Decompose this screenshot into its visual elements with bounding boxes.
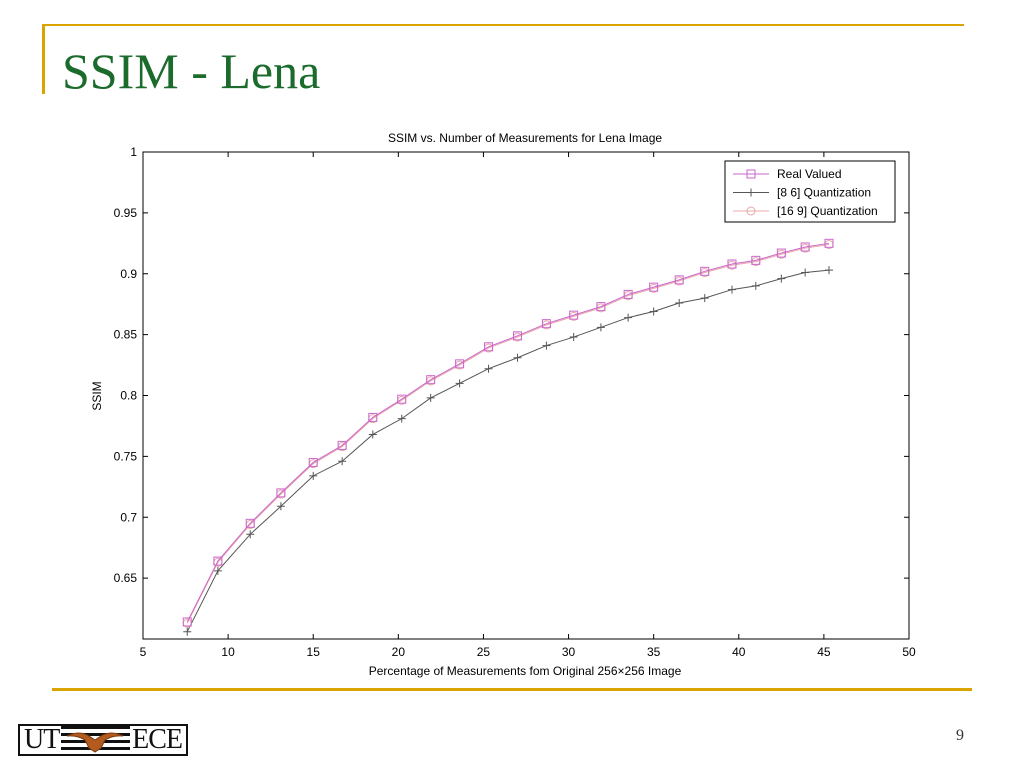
logo-ut-text: UT bbox=[24, 724, 60, 755]
data-point bbox=[484, 342, 494, 352]
data-point bbox=[596, 323, 605, 332]
data-point bbox=[308, 457, 318, 467]
y-tick-label: 0.85 bbox=[114, 328, 138, 342]
footer-accent-line bbox=[52, 688, 972, 691]
chart-title: SSIM vs. Number of Measurements for Lena… bbox=[388, 131, 662, 145]
plot-area bbox=[142, 151, 910, 640]
x-tick-label: 50 bbox=[902, 645, 916, 659]
x-tick-label: 35 bbox=[647, 645, 661, 659]
data-point bbox=[624, 313, 633, 322]
data-point bbox=[183, 627, 192, 636]
data-point bbox=[777, 274, 786, 283]
series-layer bbox=[182, 238, 834, 636]
data-point bbox=[596, 302, 606, 312]
data-point bbox=[309, 471, 318, 480]
data-point bbox=[368, 412, 378, 422]
top-accent-line bbox=[42, 24, 964, 26]
data-point bbox=[623, 289, 633, 299]
data-point bbox=[182, 617, 192, 627]
data-point bbox=[513, 353, 522, 362]
data-point bbox=[675, 298, 684, 307]
series-line bbox=[186, 269, 830, 632]
data-point bbox=[776, 248, 786, 258]
data-point bbox=[397, 394, 407, 404]
data-point bbox=[245, 518, 255, 528]
data-point bbox=[801, 268, 810, 277]
page-number: 9 bbox=[956, 727, 964, 744]
legend-marker bbox=[746, 206, 756, 216]
y-tick-label: 0.75 bbox=[114, 449, 138, 463]
legend-item: [8 6] Quantization bbox=[733, 186, 871, 200]
data-point bbox=[426, 375, 436, 385]
x-tick-label: 25 bbox=[477, 645, 491, 659]
data-point bbox=[541, 319, 551, 329]
x-tick-label: 10 bbox=[221, 645, 235, 659]
logo-ece-text: ECE bbox=[132, 724, 183, 755]
data-point bbox=[455, 359, 465, 369]
legend-box bbox=[724, 160, 896, 223]
data-point bbox=[569, 333, 578, 342]
x-axis-label: Percentage of Measurements fom Original … bbox=[369, 664, 682, 678]
data-point bbox=[542, 341, 551, 350]
data-point bbox=[426, 393, 435, 402]
legend-marker bbox=[747, 188, 755, 197]
data-point bbox=[824, 266, 833, 275]
data-point bbox=[397, 414, 406, 423]
y-tick-label: 1 bbox=[130, 145, 137, 159]
y-tick-label: 0.95 bbox=[114, 206, 138, 220]
data-point bbox=[700, 294, 709, 303]
data-point bbox=[824, 238, 834, 248]
data-point bbox=[512, 331, 522, 341]
data-point bbox=[484, 364, 493, 373]
data-point bbox=[674, 275, 684, 285]
data-point bbox=[276, 502, 285, 511]
x-tick-label: 15 bbox=[307, 645, 321, 659]
title-accent-bar bbox=[42, 24, 45, 94]
data-point bbox=[337, 440, 347, 450]
legend-marker bbox=[746, 169, 756, 179]
legend-item: [16 9] Quantization bbox=[733, 204, 878, 218]
data-point bbox=[751, 255, 761, 265]
data-point bbox=[213, 566, 222, 575]
data-point bbox=[700, 266, 710, 276]
y-axis-label: SSIM bbox=[90, 381, 104, 410]
x-tick-label: 45 bbox=[817, 645, 831, 659]
x-tick-label: 30 bbox=[562, 645, 576, 659]
slide-title: SSIM - Lena bbox=[62, 43, 321, 99]
data-point bbox=[569, 310, 579, 320]
legend-item: Real Valued bbox=[733, 167, 842, 181]
data-point bbox=[649, 282, 659, 292]
data-point bbox=[276, 488, 286, 498]
x-tick-label: 40 bbox=[732, 645, 746, 659]
data-point bbox=[368, 430, 377, 439]
x-tick-label: 5 bbox=[140, 645, 147, 659]
data-point bbox=[246, 530, 255, 539]
data-point bbox=[751, 281, 760, 290]
series-real-valued bbox=[182, 238, 834, 627]
axis-ticks: 5 10 15 20 25 30 35 40 45 50 0.65 0.7 0.75 0.8 0.85 0.9… bbox=[114, 145, 916, 659]
legend-label: [16 9] Quantization bbox=[777, 204, 878, 218]
y-tick-label: 0.8 bbox=[120, 389, 137, 403]
series-8-6-quantization bbox=[183, 266, 833, 636]
ssim-chart: SSIM vs. Number of Measurements for Lena… bbox=[90, 131, 916, 678]
data-point bbox=[213, 556, 223, 566]
data-point bbox=[338, 457, 347, 466]
data-point bbox=[727, 259, 737, 269]
y-tick-label: 0.65 bbox=[114, 571, 138, 585]
ut-ece-logo: UT ECE bbox=[18, 724, 188, 756]
data-point bbox=[800, 242, 810, 252]
y-tick-label: 0.7 bbox=[120, 510, 137, 524]
legend-label: Real Valued bbox=[777, 167, 842, 181]
data-point bbox=[727, 285, 736, 294]
legend-label: [8 6] Quantization bbox=[777, 186, 871, 200]
chart-legend: Real Valued [8 6] Quantization [16 9] Quan… bbox=[724, 160, 896, 223]
longhorn-icon bbox=[61, 726, 131, 754]
x-tick-label: 20 bbox=[392, 645, 406, 659]
data-point bbox=[649, 307, 658, 316]
data-point bbox=[455, 379, 464, 388]
y-tick-label: 0.9 bbox=[120, 267, 137, 281]
